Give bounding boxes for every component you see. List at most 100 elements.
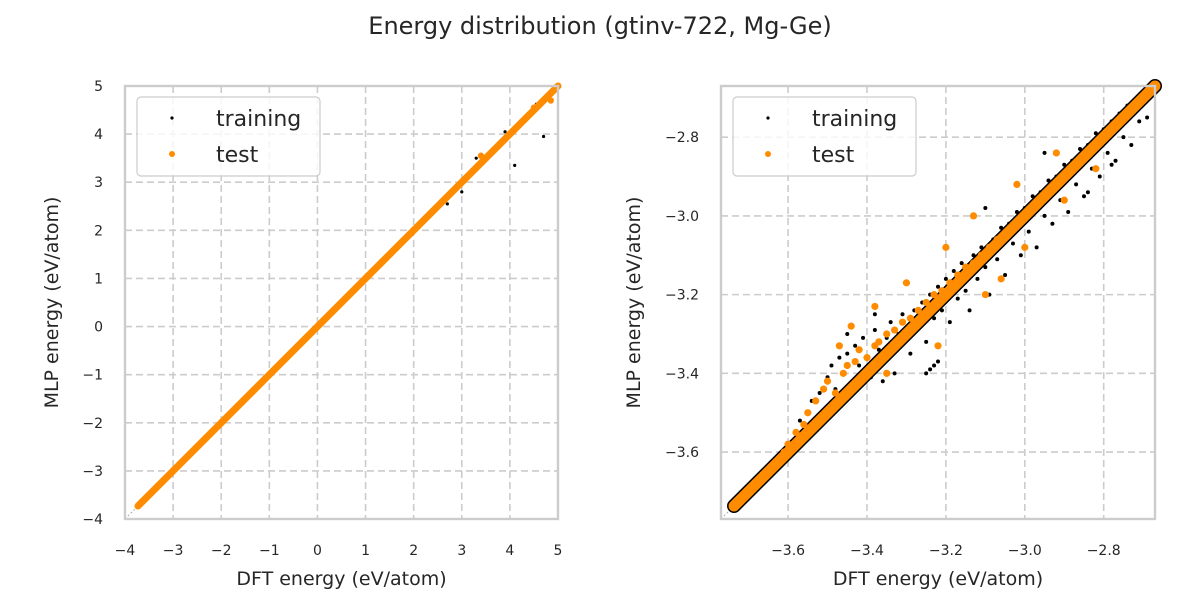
training-point: [995, 257, 1000, 262]
test-point: [208, 429, 215, 436]
test-point: [883, 330, 891, 338]
test-point: [835, 342, 843, 350]
test-point: [1096, 137, 1104, 145]
x-tick-label: −3: [163, 543, 184, 559]
test-point: [145, 491, 153, 499]
test-point: [179, 458, 186, 465]
test-point: [1001, 231, 1009, 240]
training-point: [1018, 253, 1023, 258]
test-point: [362, 275, 369, 282]
training-point: [924, 371, 929, 376]
training-point: [947, 320, 952, 325]
test-point: [1025, 208, 1033, 216]
test-point: [381, 256, 388, 263]
training-point: [829, 363, 834, 368]
legend-test-marker: [765, 151, 771, 157]
legend-training-marker: [766, 116, 770, 120]
y-tick-label: 1: [94, 271, 103, 287]
x-tick-label: 0: [313, 543, 322, 559]
left-plot-test-points: [134, 82, 562, 510]
test-point: [993, 235, 1001, 244]
training-point: [1137, 119, 1142, 124]
right-plot-y-ticks: −3.6 −3.4 −3.2 −3.0 −2.8: [665, 130, 699, 461]
test-point: [855, 346, 863, 354]
y-tick-label: −3.4: [665, 366, 699, 382]
training-point: [1081, 194, 1086, 199]
test-point: [343, 294, 350, 301]
test-point: [748, 483, 757, 492]
left-plot-y-label: MLP energy (eV/atom): [41, 197, 63, 409]
test-point: [237, 400, 244, 407]
test-point: [141, 496, 148, 503]
y-tick-label: −3.0: [665, 209, 699, 225]
training-point: [503, 130, 507, 134]
y-tick-label: 5: [94, 79, 103, 95]
training-point: [845, 351, 850, 356]
training-point: [943, 276, 948, 281]
test-point: [246, 390, 254, 398]
test-point: [420, 217, 427, 224]
test-point: [189, 448, 196, 455]
test-point: [429, 207, 437, 215]
right-plot-legend: training test: [732, 96, 917, 177]
test-point: [1013, 180, 1021, 189]
training-point: [845, 331, 850, 336]
x-tick-label: 4: [505, 543, 514, 559]
training-point: [1034, 245, 1039, 250]
training-point: [1129, 143, 1134, 148]
training-point: [1074, 182, 1079, 187]
test-point: [863, 354, 871, 362]
test-point: [1060, 196, 1068, 204]
test-point: [800, 420, 808, 429]
test-point: [954, 271, 962, 279]
test-point: [1104, 129, 1112, 137]
training-point: [1003, 272, 1008, 277]
test-point: [823, 377, 832, 385]
training-point: [932, 363, 937, 368]
test-point: [275, 361, 283, 369]
test-point: [871, 302, 879, 311]
training-point: [1042, 213, 1047, 218]
training-point: [872, 312, 877, 317]
test-point: [902, 279, 911, 287]
legend-test-label: test: [216, 143, 259, 168]
training-point: [857, 363, 862, 368]
training-point: [1085, 190, 1090, 195]
training-point: [1078, 146, 1083, 151]
training-point: [999, 225, 1004, 230]
test-point: [831, 389, 840, 397]
test-point: [977, 251, 986, 259]
training-point: [460, 190, 464, 194]
training-point: [1066, 209, 1071, 214]
y-tick-label: 2: [94, 223, 103, 239]
training-point: [797, 418, 802, 423]
test-point: [843, 361, 851, 370]
training-point: [967, 308, 972, 313]
training-point: [817, 391, 822, 396]
test-point: [1111, 121, 1120, 129]
training-point: [1026, 229, 1031, 234]
training-point: [1014, 209, 1019, 214]
training-point: [1105, 150, 1110, 155]
training-point: [541, 134, 546, 139]
test-point: [391, 246, 398, 253]
y-tick-label: 4: [94, 127, 103, 143]
left-plot-y-ticks: −4 −3 −2 −1 0 1 2 3 4 5: [82, 79, 103, 528]
test-point: [985, 243, 993, 251]
x-tick-label: −4: [115, 543, 136, 559]
training-point: [1062, 162, 1067, 167]
training-point: [928, 367, 933, 372]
y-tick-label: −3: [82, 464, 103, 480]
test-point: [851, 357, 859, 366]
training-point: [888, 320, 893, 325]
training-point: [861, 335, 866, 340]
test-point: [839, 369, 847, 377]
right-plot-x-label: DFT energy (eV/atom): [833, 568, 1043, 590]
training-point: [1145, 115, 1150, 120]
training-point: [892, 371, 897, 376]
training-point: [951, 269, 956, 274]
legend-training-marker: [170, 116, 174, 120]
test-point: [938, 287, 946, 295]
test-point: [198, 438, 206, 446]
test-point: [169, 467, 177, 475]
